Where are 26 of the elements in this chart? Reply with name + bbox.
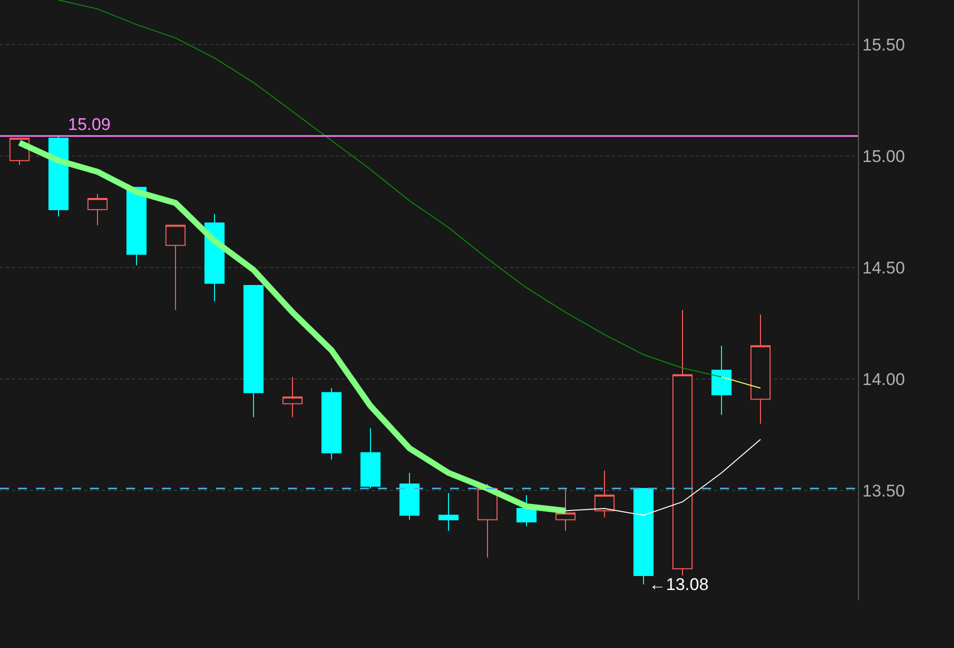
y-tick-label: 15.00 bbox=[862, 147, 905, 166]
y-tick-label: 14.50 bbox=[862, 258, 905, 278]
candlestick bbox=[399, 472, 420, 520]
candlestick bbox=[633, 488, 654, 585]
y-tick-label: 14.00 bbox=[862, 370, 905, 390]
candlestick bbox=[711, 345, 732, 416]
candlestick bbox=[555, 488, 576, 532]
line-series bbox=[58, 0, 722, 378]
candlestick bbox=[594, 470, 615, 518]
candlestick bbox=[672, 310, 693, 576]
candlestick bbox=[165, 224, 186, 311]
y-tick-label: 15.50 bbox=[862, 36, 905, 55]
ref-line-label: 15.09 bbox=[68, 115, 111, 134]
candlestick bbox=[282, 376, 303, 418]
annotation: ←13.08 bbox=[649, 575, 709, 594]
line-series bbox=[565, 438, 761, 516]
candlestick bbox=[126, 186, 147, 266]
candlestick bbox=[48, 136, 69, 217]
candlestick bbox=[243, 285, 264, 418]
candlestick bbox=[750, 314, 771, 424]
candlestick bbox=[438, 492, 459, 532]
y-tick-label: 13.50 bbox=[862, 482, 905, 501]
candlestick bbox=[516, 494, 537, 527]
candlestick bbox=[87, 194, 108, 226]
candlestick bbox=[360, 428, 381, 489]
candlestick bbox=[321, 388, 342, 460]
